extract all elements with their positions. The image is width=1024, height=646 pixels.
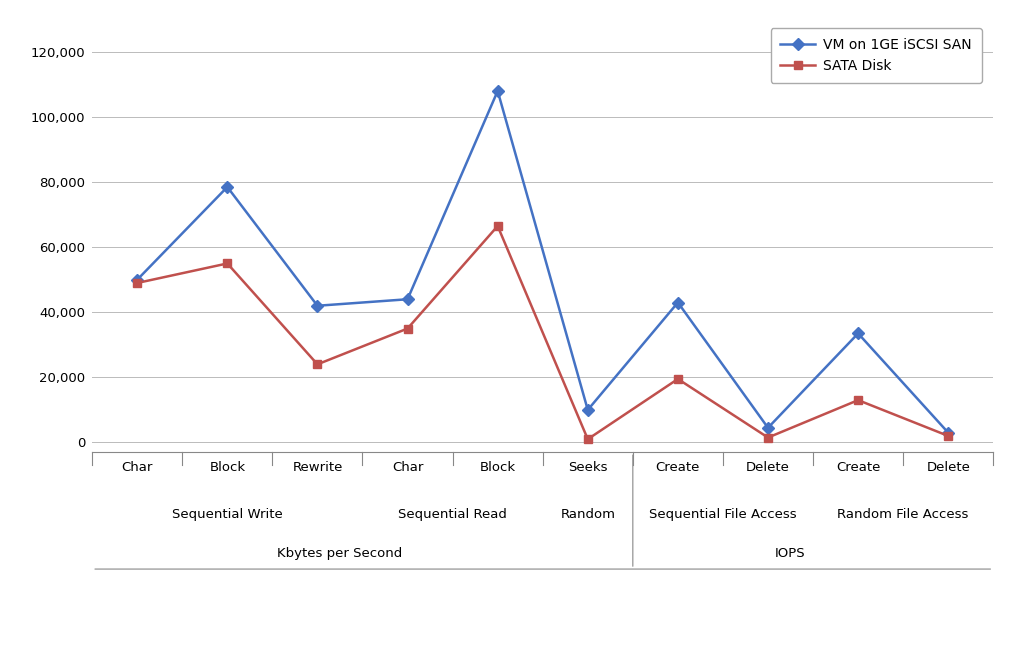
VM on 1GE iSCSI SAN <box>852 329 864 337</box>
Text: Sequential Write: Sequential Write <box>172 508 283 521</box>
VM on 1GE iSCSI SAN <box>311 302 324 309</box>
Text: Sequential File Access: Sequential File Access <box>649 508 797 521</box>
VM on 1GE iSCSI SAN <box>221 183 233 191</box>
SATA Disk <box>311 360 324 368</box>
Text: Random: Random <box>560 508 615 521</box>
Text: Kbytes per Second: Kbytes per Second <box>278 547 402 561</box>
Legend: VM on 1GE iSCSI SAN, SATA Disk: VM on 1GE iSCSI SAN, SATA Disk <box>771 28 982 83</box>
SATA Disk <box>221 260 233 267</box>
SATA Disk <box>401 325 414 333</box>
Line: VM on 1GE iSCSI SAN: VM on 1GE iSCSI SAN <box>133 87 952 437</box>
VM on 1GE iSCSI SAN <box>672 298 684 306</box>
VM on 1GE iSCSI SAN <box>942 429 954 437</box>
Text: Sequential Read: Sequential Read <box>398 508 507 521</box>
VM on 1GE iSCSI SAN <box>401 295 414 303</box>
SATA Disk <box>852 396 864 404</box>
SATA Disk <box>672 375 684 383</box>
Text: IOPS: IOPS <box>775 547 806 561</box>
SATA Disk <box>762 433 774 441</box>
SATA Disk <box>492 222 504 230</box>
VM on 1GE iSCSI SAN <box>492 87 504 95</box>
Line: SATA Disk: SATA Disk <box>133 222 952 443</box>
VM on 1GE iSCSI SAN <box>582 406 594 414</box>
SATA Disk <box>942 432 954 440</box>
SATA Disk <box>131 279 143 287</box>
VM on 1GE iSCSI SAN <box>131 276 143 284</box>
Text: Random File Access: Random File Access <box>838 508 969 521</box>
SATA Disk <box>582 435 594 443</box>
VM on 1GE iSCSI SAN <box>762 424 774 432</box>
